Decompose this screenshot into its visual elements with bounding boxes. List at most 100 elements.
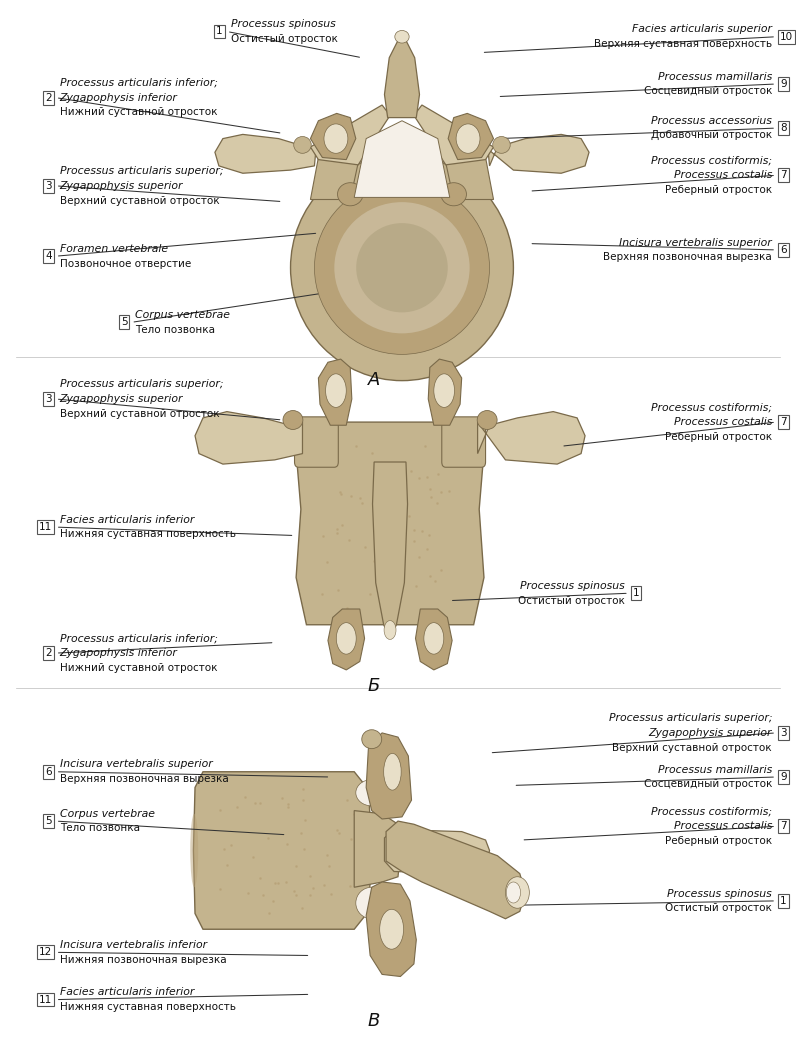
Text: 9: 9: [780, 79, 786, 89]
Text: 6: 6: [780, 245, 786, 255]
Polygon shape: [354, 121, 450, 197]
Ellipse shape: [362, 730, 382, 749]
Text: Верхняя позвоночная вырезка: Верхняя позвоночная вырезка: [603, 252, 772, 262]
Text: А: А: [368, 371, 380, 390]
Ellipse shape: [338, 183, 363, 206]
Ellipse shape: [384, 621, 396, 639]
Ellipse shape: [357, 224, 447, 313]
Text: Сосцевидный отросток: Сосцевидный отросток: [644, 86, 772, 97]
Text: Incisura vertebralis superior: Incisura vertebralis superior: [60, 759, 213, 770]
Text: Processus costiformis;: Processus costiformis;: [651, 155, 772, 166]
Text: В: В: [368, 1011, 380, 1030]
Ellipse shape: [441, 183, 466, 206]
Ellipse shape: [478, 411, 497, 429]
Text: Нижняя позвоночная вырезка: Нижняя позвоночная вырезка: [60, 954, 226, 965]
Polygon shape: [416, 609, 452, 670]
Text: Incisura vertebralis superior: Incisura vertebralis superior: [619, 237, 772, 248]
Ellipse shape: [283, 411, 302, 429]
Text: Facies articularis inferior: Facies articularis inferior: [60, 514, 194, 525]
Text: Нижний суставной отросток: Нижний суставной отросток: [60, 663, 217, 673]
Polygon shape: [384, 830, 490, 874]
Polygon shape: [328, 609, 365, 670]
Polygon shape: [446, 158, 494, 200]
Ellipse shape: [493, 136, 510, 153]
Polygon shape: [310, 158, 358, 200]
Text: 7: 7: [780, 417, 786, 427]
Text: Остистый отросток: Остистый отросток: [518, 595, 625, 606]
FancyBboxPatch shape: [295, 417, 338, 467]
Ellipse shape: [506, 882, 521, 903]
Ellipse shape: [456, 124, 480, 153]
Ellipse shape: [190, 814, 198, 887]
Ellipse shape: [505, 877, 529, 908]
Text: 5: 5: [45, 816, 52, 826]
Polygon shape: [195, 412, 302, 464]
Polygon shape: [448, 113, 494, 160]
Text: Zygapophysis superior: Zygapophysis superior: [649, 728, 772, 738]
Text: Corpus vertebrae: Corpus vertebrae: [60, 808, 154, 819]
Ellipse shape: [356, 887, 388, 919]
Ellipse shape: [314, 181, 490, 355]
Ellipse shape: [324, 124, 348, 153]
Text: 12: 12: [38, 947, 52, 958]
Text: Нижняя суставная поверхность: Нижняя суставная поверхность: [60, 1002, 236, 1012]
Ellipse shape: [424, 623, 444, 654]
Text: Corpus vertebrae: Corpus vertebrae: [135, 310, 230, 320]
Text: 9: 9: [780, 772, 786, 782]
Text: 3: 3: [45, 181, 52, 191]
Polygon shape: [366, 882, 416, 977]
Polygon shape: [478, 412, 585, 464]
Ellipse shape: [294, 136, 311, 153]
Text: 3: 3: [45, 394, 52, 404]
Text: Facies articularis inferior: Facies articularis inferior: [60, 987, 194, 998]
Text: Incisura vertebralis inferior: Incisura vertebralis inferior: [60, 940, 207, 950]
Text: Б: Б: [368, 676, 380, 695]
Text: Позвоночное отверстие: Позвоночное отверстие: [60, 258, 191, 269]
Text: Zygapophysis superior: Zygapophysis superior: [60, 394, 183, 404]
Text: 7: 7: [780, 821, 786, 832]
Text: Processus mamillaris: Processus mamillaris: [657, 764, 772, 775]
Text: Processus costiformis;: Processus costiformis;: [651, 402, 772, 413]
Text: Реберный отросток: Реберный отросток: [665, 185, 772, 195]
Polygon shape: [373, 462, 408, 638]
Polygon shape: [310, 113, 356, 160]
Text: 2: 2: [45, 92, 52, 103]
Text: Processus costalis: Processus costalis: [673, 417, 772, 427]
Text: Processus articularis superior;: Processus articularis superior;: [60, 379, 223, 390]
Ellipse shape: [380, 909, 404, 949]
Text: Тело позвонка: Тело позвонка: [135, 324, 216, 335]
Polygon shape: [215, 134, 316, 173]
Text: Остистый отросток: Остистый отросток: [231, 34, 338, 44]
Polygon shape: [318, 359, 352, 425]
Text: 1: 1: [217, 26, 223, 37]
Text: 8: 8: [780, 123, 786, 133]
Ellipse shape: [336, 623, 357, 654]
Text: Processus costalis: Processus costalis: [673, 821, 772, 832]
Text: Добавочный отросток: Добавочный отросток: [651, 130, 772, 141]
Text: Верхний суставной отросток: Верхний суставной отросток: [60, 408, 220, 419]
Text: 4: 4: [45, 251, 52, 261]
Text: 6: 6: [45, 766, 52, 777]
Text: Foramen vertebrale: Foramen vertebrale: [60, 244, 168, 254]
Text: 10: 10: [780, 32, 793, 42]
Polygon shape: [296, 422, 484, 625]
Ellipse shape: [395, 30, 409, 43]
Text: Сосцевидный отросток: Сосцевидный отросток: [644, 779, 772, 790]
Text: Processus spinosus: Processus spinosus: [520, 581, 625, 591]
Ellipse shape: [384, 754, 401, 790]
FancyBboxPatch shape: [442, 417, 486, 467]
Ellipse shape: [334, 202, 470, 334]
Text: 5: 5: [121, 317, 127, 328]
Ellipse shape: [356, 779, 388, 806]
Text: Остистый отросток: Остистый отросток: [665, 903, 772, 914]
Ellipse shape: [326, 374, 346, 407]
Text: Processus spinosus: Processus spinosus: [667, 888, 772, 899]
Text: Тело позвонка: Тело позвонка: [60, 823, 140, 834]
Text: 2: 2: [45, 648, 52, 658]
Ellipse shape: [291, 154, 513, 381]
Text: Нижний суставной отросток: Нижний суставной отросток: [60, 107, 217, 118]
Text: Zygapophysis inferior: Zygapophysis inferior: [60, 92, 178, 103]
Text: Processus articularis superior;: Processus articularis superior;: [609, 713, 772, 723]
Text: Processus costalis: Processus costalis: [673, 170, 772, 181]
Text: 3: 3: [780, 728, 786, 738]
